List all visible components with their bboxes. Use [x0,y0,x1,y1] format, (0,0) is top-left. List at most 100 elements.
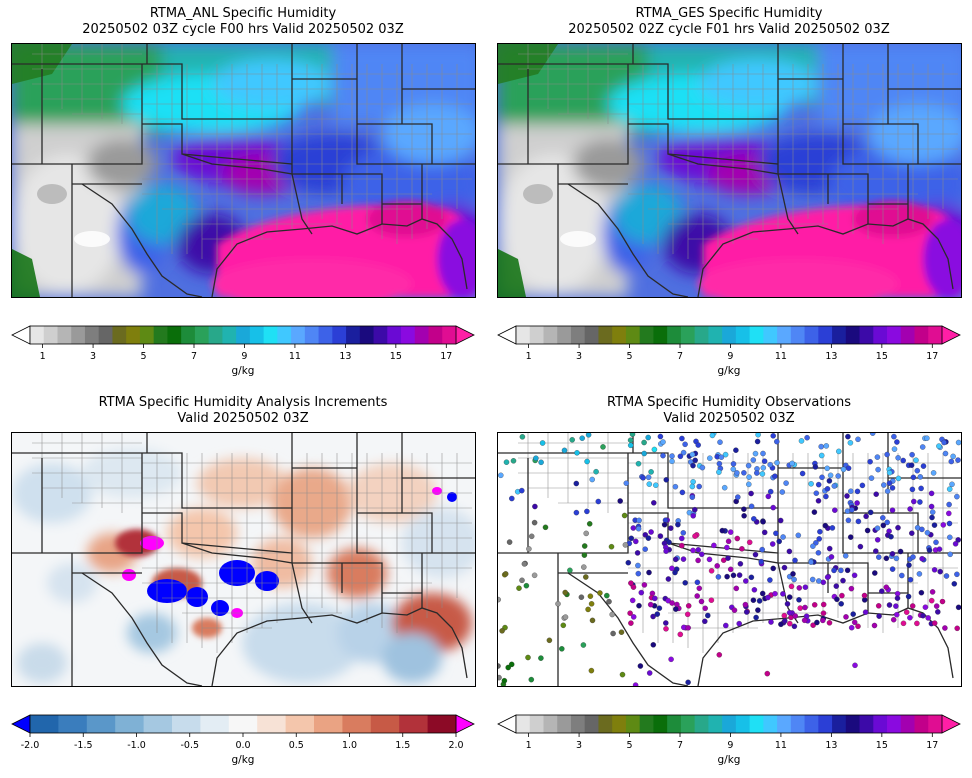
observation-point [884,451,890,458]
observation-point [791,623,798,630]
observation-point [692,457,698,464]
observation-point [505,664,511,671]
observation-point [531,572,538,579]
observation-point [910,554,916,560]
colorbar-swatch [694,326,709,344]
colorbar-frame [515,714,943,734]
colorbar-extend-high [455,325,475,345]
colorbar-swatch [667,326,682,344]
colorbar-swatch [612,715,627,733]
observation-point [502,571,509,577]
observation-point [648,469,654,475]
observation-point [741,470,747,476]
observation-point [894,439,900,445]
colorbar-tick-label: -2.0 [21,740,40,751]
observation-point [680,449,687,456]
observation-point [587,593,594,599]
observation-point [734,535,741,542]
observation-point [844,567,851,574]
observation-point [755,607,761,613]
observation-point [792,613,799,619]
observation-point [851,619,858,626]
observation-point [786,548,793,555]
panel-title: RTMA_ANL Specific Humidity [149,6,337,21]
observation-point [623,480,630,486]
observation-point [812,464,819,470]
observation-point [862,609,869,615]
observation-point [675,521,681,528]
colorbar-tick-label: 1.0 [342,740,357,751]
observation-point [677,453,684,460]
colorbar-tick-label: 3 [576,351,582,362]
observation-point [811,509,818,515]
observation-point [533,455,539,461]
colorbar-swatch [181,326,196,344]
observation-point [628,620,634,626]
observation-point [869,433,876,436]
observation-point [916,571,923,577]
observation-point [702,618,708,625]
colorbar-swatch [680,715,696,733]
observation-point [635,562,641,569]
observation-point [665,576,672,582]
observation-point [755,433,761,438]
colorbar-swatch [625,715,641,733]
observation-point [874,454,881,460]
colorbar-tick-label: 9 [727,351,733,362]
observation-point [801,617,808,624]
colorbar-unit-label: g/kg [718,365,741,377]
colorbar-tick-label: 2.0 [448,740,463,751]
observation-point [646,481,653,487]
observation-point [954,625,960,632]
observation-point [636,602,642,609]
observation-point [669,458,675,465]
observation-point [920,612,926,619]
observation-point [754,438,761,445]
colorbar-unit-label: g/kg [232,754,255,766]
colorbar-swatch [228,715,258,733]
colorbar-swatch [804,326,819,344]
observation-point [748,574,755,581]
observation-point [672,556,679,563]
observation-point [689,483,696,490]
observation-point [907,506,913,512]
observation-point [648,529,654,535]
colorbar-swatch [318,326,333,344]
colorbar-tick-label: -0.5 [180,740,199,751]
colorbar-swatch [427,715,457,733]
observation-point [874,525,881,531]
colorbar-swatch [832,715,847,733]
observation-point [542,524,549,531]
colorbar-swatch [777,326,792,344]
colorbar-swatch [399,715,429,733]
observation-point [873,491,879,497]
observation-point [657,533,664,539]
colorbar-swatch [84,326,100,344]
observation-point [523,582,530,589]
observation-point [814,619,820,626]
colorbar-swatch [570,326,586,344]
observation-point [796,585,803,591]
observation-point [868,475,875,481]
observation-point [820,617,826,624]
observation-point [820,601,827,608]
colorbar-swatch [98,326,113,344]
colorbar-tick-label: 17 [440,351,452,362]
observation-point [939,598,946,605]
observation-point [642,546,648,552]
colorbar-swatch [749,715,764,733]
observation-point [890,616,897,623]
observation-point [727,566,734,573]
observation-point [838,567,844,574]
colorbar-swatch [112,326,127,344]
observation-point [922,604,929,610]
observation-point [727,529,734,535]
observation-point [690,462,696,469]
colorbar-swatch [401,326,416,344]
observation-point [730,461,737,467]
colorbar-swatch [680,326,696,344]
observation-point [555,601,561,607]
observation-point [797,605,803,611]
colorbar-swatch [653,715,668,733]
observation-point [736,620,742,627]
